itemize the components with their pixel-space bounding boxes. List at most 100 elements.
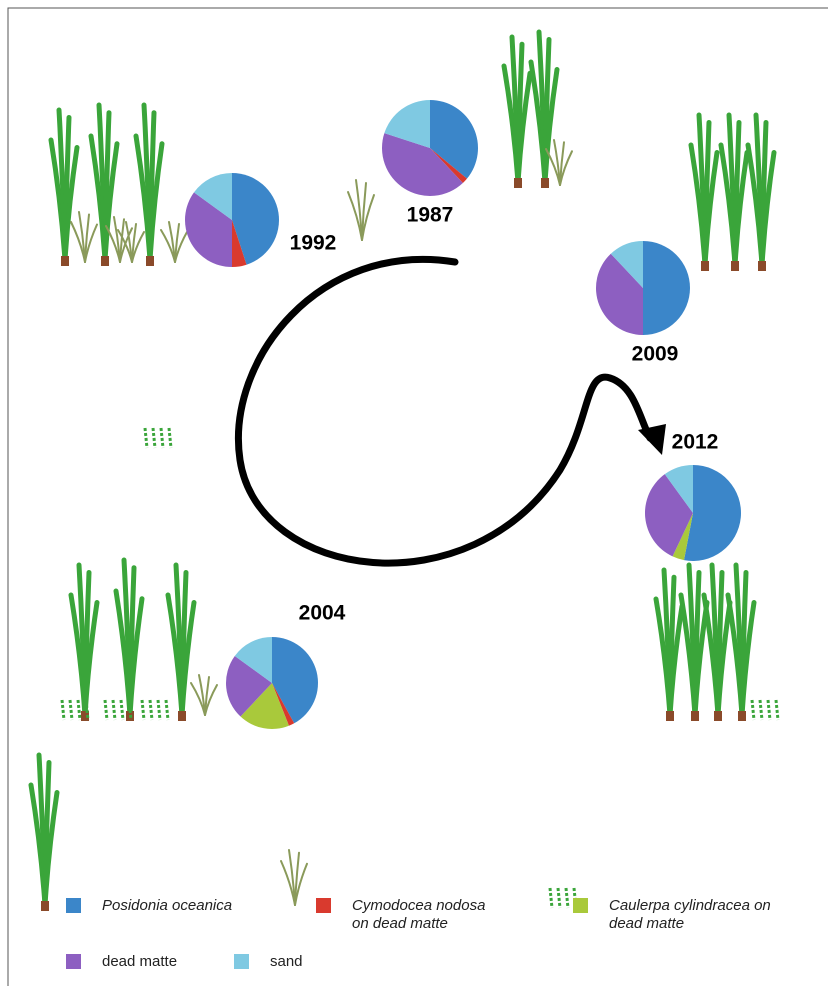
pie-chart: 2012: [645, 431, 741, 561]
caulerpa: [84, 699, 90, 721]
leaf: [732, 150, 750, 268]
leaf: [515, 70, 533, 185]
pie-chart: 2009: [596, 241, 690, 366]
rhizome: [714, 711, 722, 721]
pie-chart: 1992: [185, 173, 336, 267]
pie-slice: [234, 637, 272, 683]
caulerpa: [167, 427, 173, 449]
legend-swatch: [316, 898, 331, 913]
leaf: [759, 150, 777, 268]
pie-slice: [596, 253, 643, 335]
caulerpa: [164, 699, 170, 721]
rhizome: [514, 178, 522, 188]
rhizome: [146, 256, 154, 266]
rhizome: [701, 261, 709, 271]
caulerpa: [143, 427, 149, 449]
frame: [7, 7, 828, 986]
pie-slice: [232, 173, 279, 265]
legend-swatch: [66, 954, 81, 969]
pie-slice: [645, 474, 693, 557]
pie-slice: [240, 683, 289, 729]
pie-slice: [664, 465, 693, 513]
arrow-head: [638, 424, 666, 455]
caulerpa: [127, 699, 133, 721]
rhizome: [758, 261, 766, 271]
leaf: [102, 141, 120, 263]
pie-slice: [232, 220, 247, 267]
legend-label: Caulerpa cylindracea on dead matte: [609, 897, 771, 932]
leaf: [179, 600, 197, 718]
rhizome: [738, 711, 746, 721]
rhizome: [61, 256, 69, 266]
rhizome: [691, 711, 699, 721]
seagrass-decoration: [28, 29, 780, 911]
pie-title: 1987: [407, 204, 454, 227]
leaf: [174, 231, 188, 263]
caulerpa: [774, 699, 780, 721]
leaf: [168, 221, 176, 263]
pie-title: 2012: [672, 431, 719, 454]
caulerpa: [556, 887, 562, 909]
leaf: [288, 849, 296, 906]
pie-slice: [381, 133, 463, 197]
leaf: [667, 603, 685, 718]
leaf: [42, 790, 60, 908]
leaf: [715, 600, 733, 718]
leaf: [62, 145, 80, 263]
pie-slice: [384, 100, 430, 148]
legend-swatch: [573, 898, 588, 913]
caulerpa: [76, 699, 82, 721]
caulerpa: [564, 887, 570, 909]
pie-slice: [185, 192, 232, 267]
rhizome: [41, 901, 49, 911]
leaf: [204, 684, 218, 716]
rhizome: [731, 261, 739, 271]
caulerpa: [140, 699, 146, 721]
pie-slice: [643, 241, 690, 335]
leaf: [119, 227, 133, 263]
pie-slice: [684, 465, 741, 561]
leaf: [127, 596, 145, 718]
leaf: [294, 862, 308, 906]
leaf: [702, 150, 720, 268]
pie-slice: [672, 513, 693, 561]
legend-swatch: [66, 898, 81, 913]
pie-slice: [193, 173, 232, 220]
caulerpa: [119, 699, 125, 721]
rhizome: [178, 711, 186, 721]
caulerpa: [148, 699, 154, 721]
pie-title: 2009: [632, 343, 679, 366]
leaf: [84, 223, 98, 263]
pie-slice: [430, 100, 479, 179]
pie-chart: 2004: [225, 602, 346, 729]
caulerpa: [111, 699, 117, 721]
pie-chart: 1987: [381, 100, 479, 227]
pie-title: 1992: [290, 232, 337, 255]
pie-slice: [610, 241, 643, 288]
caulerpa: [758, 699, 764, 721]
caulerpa: [548, 887, 554, 909]
rhizome: [666, 711, 674, 721]
legend-label: sand: [270, 953, 303, 970]
leaf: [553, 139, 561, 186]
rhizome: [81, 711, 89, 721]
pie-title: 2004: [299, 602, 346, 625]
leaf: [82, 600, 100, 718]
legend-label: Cymodocea nodosa on dead matte: [352, 897, 486, 932]
leaf: [559, 150, 573, 186]
leaf: [113, 216, 121, 263]
legend-label: Posidonia oceanica: [102, 897, 233, 914]
rhizome: [541, 178, 549, 188]
leaf: [355, 179, 363, 241]
caulerpa: [68, 699, 74, 721]
pie-slice: [272, 683, 295, 726]
leaf: [131, 231, 145, 263]
leaf: [739, 600, 757, 718]
caulerpa: [103, 699, 109, 721]
caulerpa: [750, 699, 756, 721]
caulerpa: [766, 699, 772, 721]
rhizome: [101, 256, 109, 266]
trajectory-arrow: [235, 255, 654, 567]
